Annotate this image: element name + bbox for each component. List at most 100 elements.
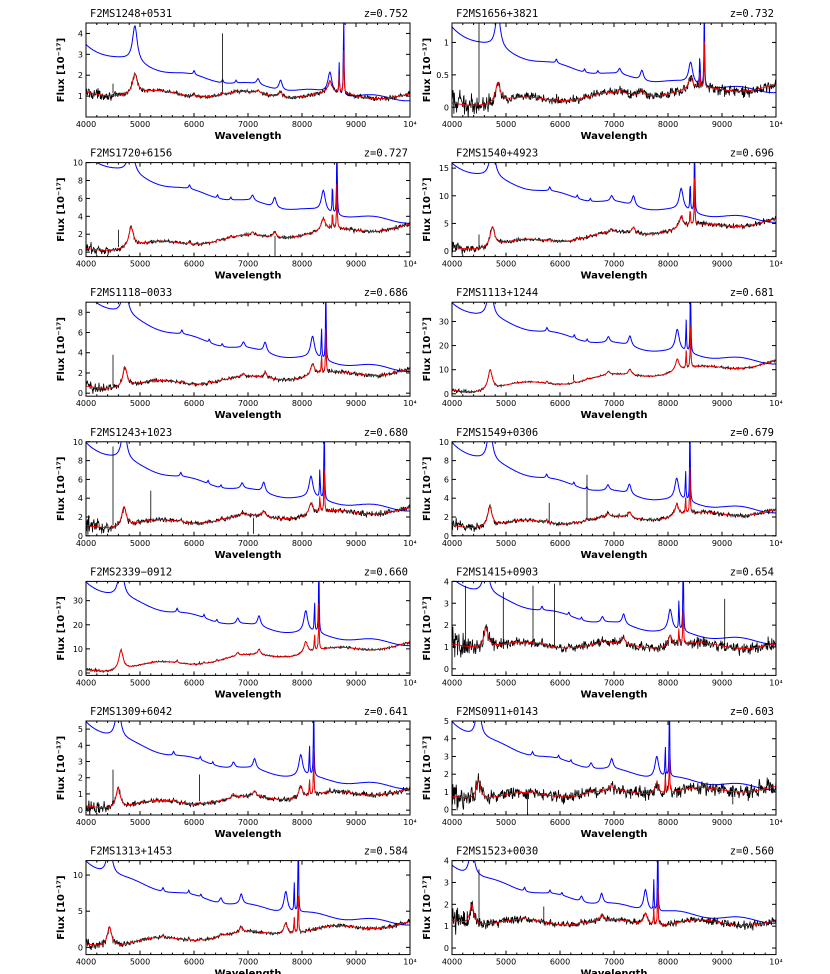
y-tick-label: 0 (78, 532, 83, 541)
plot-frame (85, 22, 411, 118)
y-tick-label: 15 (439, 164, 449, 173)
x-tick-label: 8000 (292, 678, 312, 687)
x-tick-label: 10⁴ (769, 539, 782, 548)
panel-title: F2MS1415+0903 (456, 566, 538, 578)
x-tick-label: 7000 (604, 818, 624, 827)
x-tick-label: 7000 (238, 120, 258, 129)
series-composite-template (86, 441, 410, 512)
y-tick-label: 8 (78, 308, 83, 317)
y-tick-label: 2 (444, 621, 449, 630)
y-tick-label: 30 (439, 317, 449, 326)
series-model-fit (452, 326, 776, 393)
x-tick-label: 9000 (712, 539, 732, 548)
x-tick-label: 8000 (658, 818, 678, 827)
series-composite-template (452, 441, 776, 514)
x-axis-label: Wavelength (580, 410, 647, 421)
panel-title: F2MS1313+1453 (90, 846, 172, 858)
y-axis-label: Flux [10⁻¹⁷] (56, 457, 67, 521)
x-tick-label: 5000 (130, 260, 150, 269)
x-tick-label: 7000 (238, 678, 258, 687)
y-tick-label: 4 (444, 735, 449, 744)
y-tick-label: 2 (444, 513, 449, 522)
y-tick-label: 0 (78, 669, 83, 678)
panel-redshift: z=0.641 (364, 706, 408, 718)
x-tick-label: 6000 (184, 539, 204, 548)
x-tick-label: 7000 (238, 818, 258, 827)
x-axis-label: Wavelength (214, 550, 281, 561)
y-axis-label: Flux [10⁻¹⁷] (56, 875, 67, 939)
panel-title: F2MS1248+0531 (90, 8, 172, 20)
plot-frame (451, 720, 777, 816)
x-axis-label: Wavelength (214, 829, 281, 840)
plot-frame (85, 860, 411, 956)
y-axis-label: Flux [10⁻¹⁷] (56, 736, 67, 800)
x-tick-label: 8000 (658, 120, 678, 129)
y-tick-label: 1 (444, 38, 449, 47)
x-tick-label: 10⁴ (403, 260, 416, 269)
y-tick-label: 1 (444, 788, 449, 797)
series-observed-spectrum (86, 602, 410, 674)
x-axis-label: Wavelength (580, 131, 647, 142)
y-axis-label: Flux [10⁻¹⁷] (422, 875, 433, 939)
x-tick-label: 9000 (346, 260, 366, 269)
y-tick-label: 10 (73, 438, 83, 447)
panel-8: 4000 5000 6000 7000 8000 9000 10⁴ 0 2 4 6 8 10 F2MS15… (422, 427, 783, 561)
y-tick-label: 5 (444, 717, 449, 726)
x-tick-label: 9000 (712, 678, 732, 687)
y-tick-label: 0 (444, 103, 449, 112)
x-tick-label: 10⁴ (403, 539, 416, 548)
x-tick-label: 7000 (604, 260, 624, 269)
series-composite-template (452, 860, 776, 924)
series-model-fit (452, 178, 776, 250)
x-tick-label: 4000 (442, 120, 462, 129)
x-axis-label: Wavelength (580, 689, 647, 700)
x-tick-label: 4000 (76, 260, 96, 269)
x-tick-label: 10⁴ (403, 818, 416, 827)
y-axis-label: Flux [10⁻¹⁷] (422, 736, 433, 800)
panel-redshift: z=0.732 (730, 8, 774, 20)
x-tick-label: 9000 (712, 260, 732, 269)
y-tick-label: 0 (78, 248, 83, 257)
series-model-fit (86, 49, 410, 100)
x-axis-label: Wavelength (580, 829, 647, 840)
plot-frame (85, 162, 411, 258)
y-tick-label: 0 (78, 389, 83, 398)
y-tick-label: 1 (444, 643, 449, 652)
y-tick-label: 0 (444, 806, 449, 815)
x-tick-label: 10⁴ (769, 818, 782, 827)
panel-9: 4000 5000 6000 7000 8000 9000 10⁴ 0 10 20 30 F2MS23… (56, 566, 417, 700)
panel-6: 4000 5000 6000 7000 8000 9000 10⁴ 0 10 20 30 F2MS11… (422, 287, 783, 421)
panel-1: 4000 5000 6000 7000 8000 9000 10⁴ 1 2 3 4 F2MS1248+… (56, 8, 417, 142)
y-axis-label: Flux [10⁻¹⁷] (422, 596, 433, 660)
x-tick-label: 4000 (76, 539, 96, 548)
series-observed-spectrum (452, 869, 776, 935)
series-model-fit (86, 895, 410, 946)
series-observed-spectrum (86, 182, 410, 257)
y-axis-label: Flux [10⁻¹⁷] (56, 177, 67, 241)
panel-4: 4000 5000 6000 7000 8000 9000 10⁴ 0 5 10 15 F2MS154… (422, 148, 783, 282)
panel-7: 4000 5000 6000 7000 8000 9000 10⁴ 0 2 4 6 8 10 F2MS12… (56, 427, 417, 561)
x-tick-label: 8000 (658, 260, 678, 269)
x-tick-label: 9000 (712, 818, 732, 827)
x-tick-label: 7000 (238, 539, 258, 548)
y-tick-label: 8 (78, 457, 83, 466)
panel-redshift: z=0.679 (730, 427, 774, 439)
y-tick-label: 20 (73, 621, 83, 630)
panel-redshift: z=0.752 (364, 8, 408, 20)
x-tick-label: 5000 (496, 818, 516, 827)
x-axis-label: Wavelength (580, 550, 647, 561)
x-tick-label: 7000 (604, 678, 624, 687)
x-tick-label: 5000 (130, 120, 150, 129)
y-tick-label: 0 (444, 944, 449, 953)
y-tick-label: 10 (439, 192, 449, 201)
panel-redshift: z=0.660 (364, 566, 408, 578)
panel-title: F2MS1540+4923 (456, 148, 538, 160)
panel-2: 4000 5000 6000 7000 8000 9000 10⁴ 0 0.5 1 F2MS1656… (422, 8, 783, 142)
y-tick-label: 10 (73, 159, 83, 168)
x-tick-label: 10⁴ (403, 399, 416, 408)
panel-title: F2MS1113+1244 (456, 287, 538, 299)
panel-13: 4000 5000 6000 7000 8000 9000 10⁴ 0 5 10 F2MS1313+… (56, 846, 417, 974)
x-tick-label: 7000 (604, 958, 624, 967)
x-tick-label: 8000 (292, 539, 312, 548)
x-tick-label: 8000 (292, 818, 312, 827)
